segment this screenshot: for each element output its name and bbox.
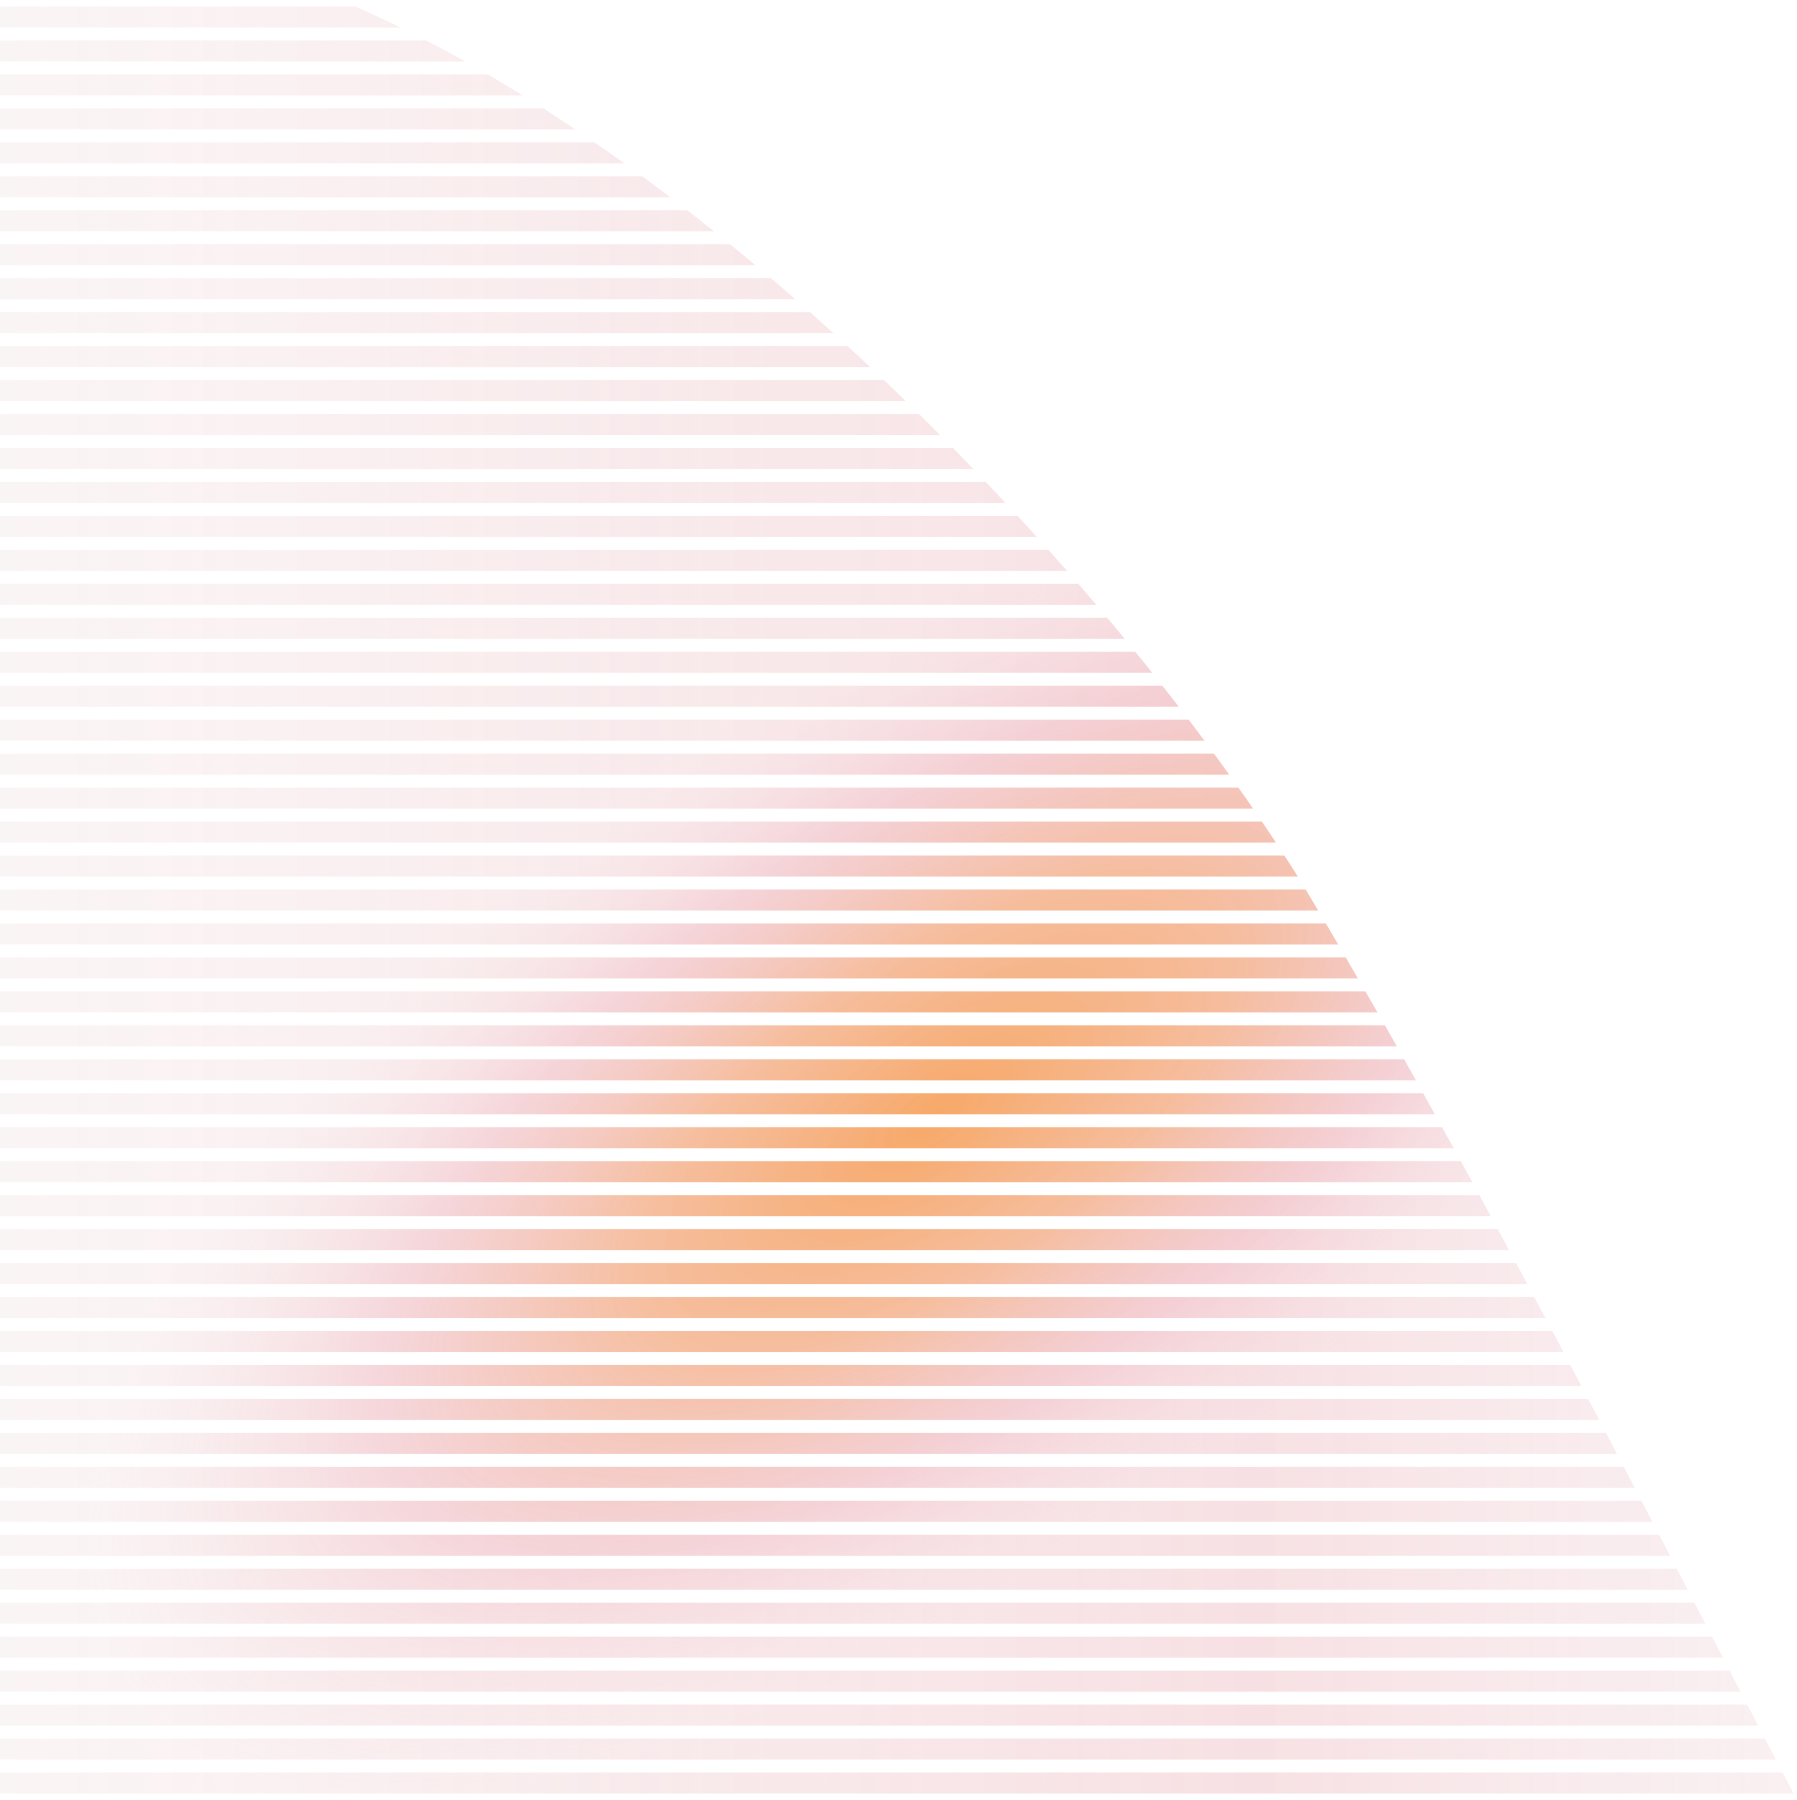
artwork-canvas <box>0 0 1797 1800</box>
stripe-layer <box>0 0 1797 1800</box>
stripe-group <box>0 0 1797 1800</box>
gradient-stripe-art <box>0 0 1797 1800</box>
